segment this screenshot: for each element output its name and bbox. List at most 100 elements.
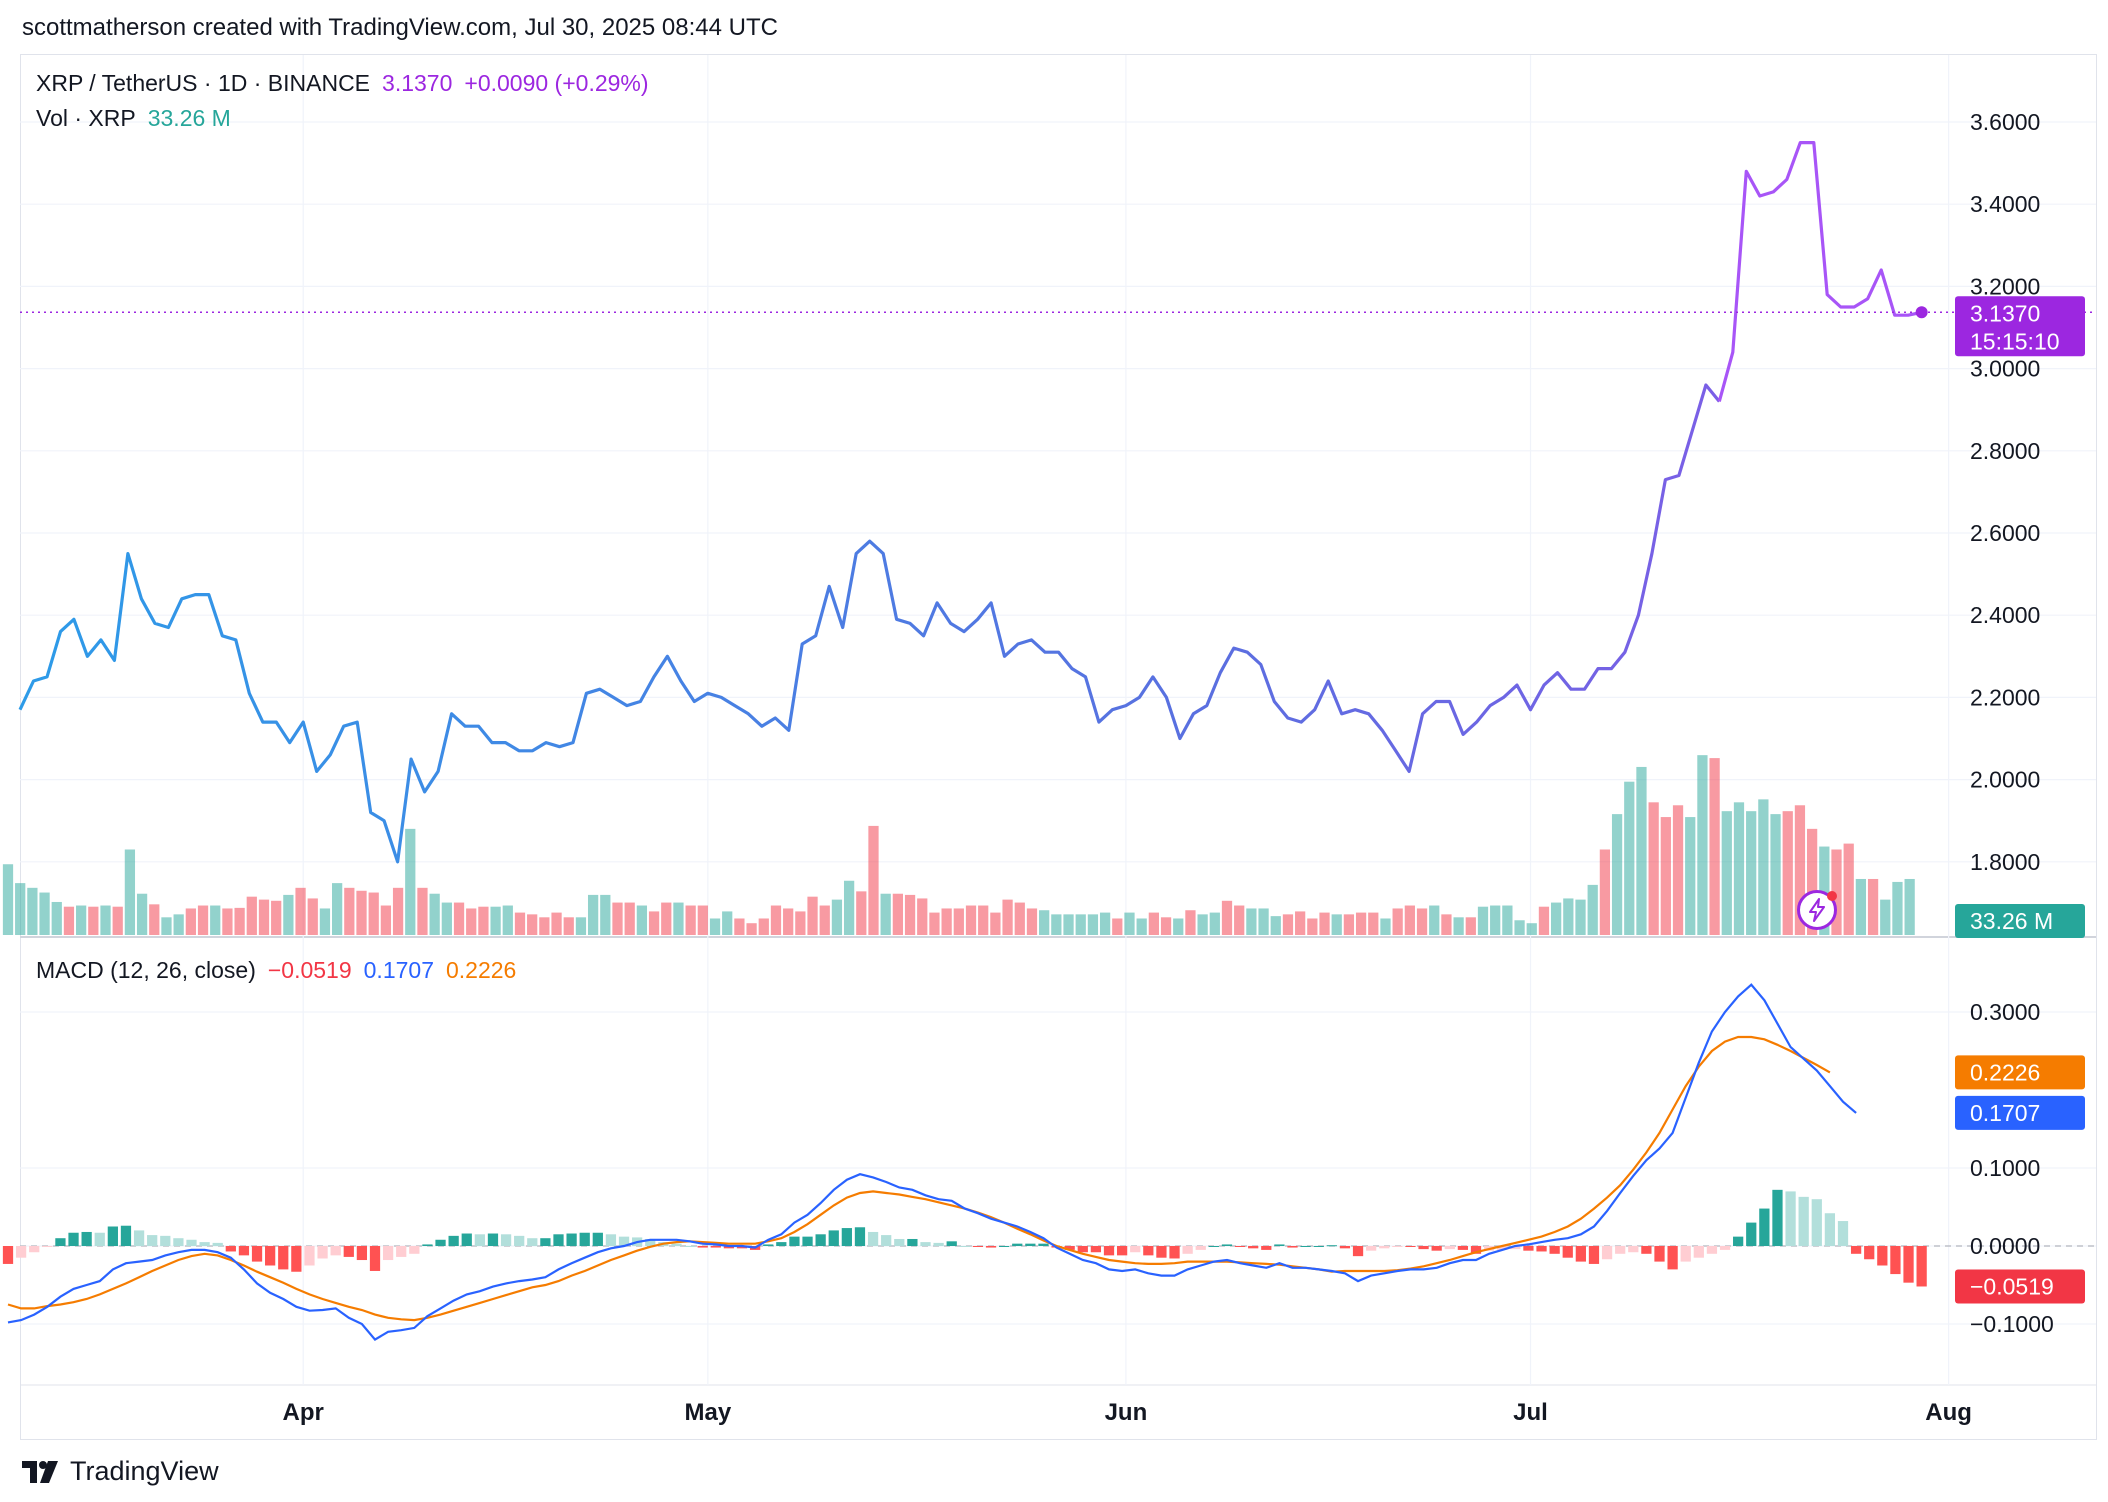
histogram-bar bbox=[540, 1238, 551, 1246]
last-price-dot bbox=[1915, 306, 1928, 319]
volume-bar bbox=[173, 914, 184, 935]
macd-tag-bg bbox=[1955, 1095, 2085, 1130]
histogram-bar bbox=[1077, 1246, 1088, 1253]
volume-bar bbox=[1611, 814, 1623, 935]
histogram-bar bbox=[1392, 1246, 1403, 1247]
macd-lines bbox=[7, 983, 1857, 1342]
histogram-bar bbox=[107, 1226, 118, 1246]
volume-bar bbox=[624, 902, 635, 935]
symbol-legend[interactable]: XRP / TetherUS · 1D · BINANCE 3.1370 +0.… bbox=[36, 70, 649, 97]
volume-bar bbox=[1709, 758, 1720, 935]
histogram-bar bbox=[697, 1246, 708, 1248]
volume-bar bbox=[1867, 878, 1879, 935]
volume-bar bbox=[1282, 914, 1294, 935]
price-tag-bg bbox=[1955, 296, 2085, 357]
histogram-bar bbox=[1772, 1189, 1783, 1246]
volume-bar bbox=[1039, 910, 1050, 935]
histogram-bar bbox=[684, 1246, 695, 1247]
histogram-bar bbox=[396, 1246, 407, 1257]
volume-bar bbox=[1648, 802, 1659, 935]
histogram-bar bbox=[1405, 1246, 1416, 1247]
histogram-bar bbox=[1444, 1246, 1455, 1250]
histogram-bar bbox=[278, 1246, 289, 1270]
volume-bar bbox=[1197, 914, 1208, 935]
volume-bar bbox=[344, 887, 355, 935]
histogram-bar bbox=[1103, 1246, 1115, 1256]
volume-bar bbox=[405, 828, 416, 935]
histogram-bar bbox=[1064, 1246, 1075, 1250]
volume-bar bbox=[1587, 884, 1598, 935]
volume-bar bbox=[222, 908, 233, 935]
price-tag-text: 15:15:10 bbox=[1970, 328, 2060, 354]
lightning-icon bbox=[1809, 898, 1825, 922]
volume-bar bbox=[466, 908, 477, 935]
volume-bar bbox=[722, 911, 733, 935]
volume-bar bbox=[1051, 914, 1062, 935]
volume-bar bbox=[734, 918, 745, 935]
volume-bar bbox=[1404, 905, 1415, 935]
macd-legend[interactable]: MACD (12, 26, close) −0.0519 0.1707 0.22… bbox=[36, 957, 516, 984]
volume-bar bbox=[1002, 899, 1013, 935]
histogram-bar bbox=[1038, 1243, 1049, 1246]
histogram-bar bbox=[461, 1233, 472, 1246]
histogram-bar bbox=[1208, 1246, 1219, 1247]
price-tick-label: 2.8000 bbox=[1970, 438, 2040, 464]
tradingview-wordmark: TradingView bbox=[70, 1456, 219, 1486]
volume-bar bbox=[161, 917, 172, 935]
volume-bar bbox=[965, 905, 977, 935]
volume-bar bbox=[1368, 912, 1379, 935]
histogram-bar bbox=[147, 1235, 158, 1246]
histogram-bar bbox=[487, 1233, 499, 1246]
histogram-bar bbox=[1811, 1199, 1822, 1246]
histogram-bar bbox=[68, 1232, 79, 1246]
volume-bar bbox=[795, 911, 806, 935]
volume-bar bbox=[453, 902, 465, 935]
histogram-bar bbox=[1536, 1246, 1547, 1252]
histogram-bar bbox=[1300, 1246, 1311, 1247]
time-tick-label: Jun bbox=[1105, 1399, 1148, 1426]
volume-bar bbox=[636, 905, 648, 935]
volume-bar bbox=[1855, 878, 1867, 935]
histogram-bar bbox=[1759, 1208, 1770, 1246]
histogram-bar bbox=[1549, 1246, 1560, 1254]
histogram-bar bbox=[881, 1235, 892, 1246]
price-tick-label: 2.0000 bbox=[1970, 767, 2040, 793]
histogram-bar bbox=[1182, 1246, 1193, 1254]
volume-bar bbox=[356, 890, 367, 935]
volume-bar bbox=[1502, 905, 1513, 935]
volume-bar bbox=[478, 906, 489, 935]
price-line bbox=[18, 141, 1922, 864]
volume-bar bbox=[929, 912, 940, 935]
volume-bar bbox=[441, 902, 452, 935]
volume-bar bbox=[368, 892, 379, 935]
symbol-name: XRP / TetherUS · 1D · BINANCE bbox=[36, 70, 371, 96]
histogram-bar bbox=[1890, 1246, 1901, 1275]
volume-bar bbox=[1355, 912, 1367, 935]
tradingview-logo[interactable]: TradingView bbox=[22, 1456, 219, 1487]
histogram-bar bbox=[356, 1246, 368, 1261]
histogram-bar bbox=[1090, 1246, 1102, 1253]
histogram-bar bbox=[1628, 1246, 1639, 1253]
volume-bar bbox=[1685, 817, 1696, 935]
histogram-bar bbox=[317, 1246, 328, 1259]
volume-bar bbox=[185, 908, 196, 935]
histogram-bar bbox=[343, 1246, 354, 1257]
histogram-bar bbox=[1143, 1246, 1154, 1256]
histogram-tag-bg bbox=[1955, 1269, 2085, 1304]
histogram-bar bbox=[1025, 1243, 1036, 1246]
histogram-bar bbox=[867, 1231, 879, 1246]
volume-bar bbox=[539, 917, 550, 935]
volume-bar bbox=[1258, 908, 1269, 935]
time-tick-label: Aug bbox=[1925, 1399, 1972, 1426]
histogram-bar bbox=[1313, 1246, 1324, 1247]
volume-bar bbox=[1636, 766, 1647, 935]
volume-bar bbox=[697, 905, 708, 935]
histogram-bar bbox=[789, 1236, 800, 1246]
volume-legend[interactable]: Vol · XRP 33.26 M bbox=[36, 105, 231, 132]
histogram-bar bbox=[15, 1246, 27, 1258]
volume-bar bbox=[661, 902, 672, 935]
histogram-bar bbox=[238, 1246, 250, 1256]
histogram-bar bbox=[645, 1238, 656, 1246]
